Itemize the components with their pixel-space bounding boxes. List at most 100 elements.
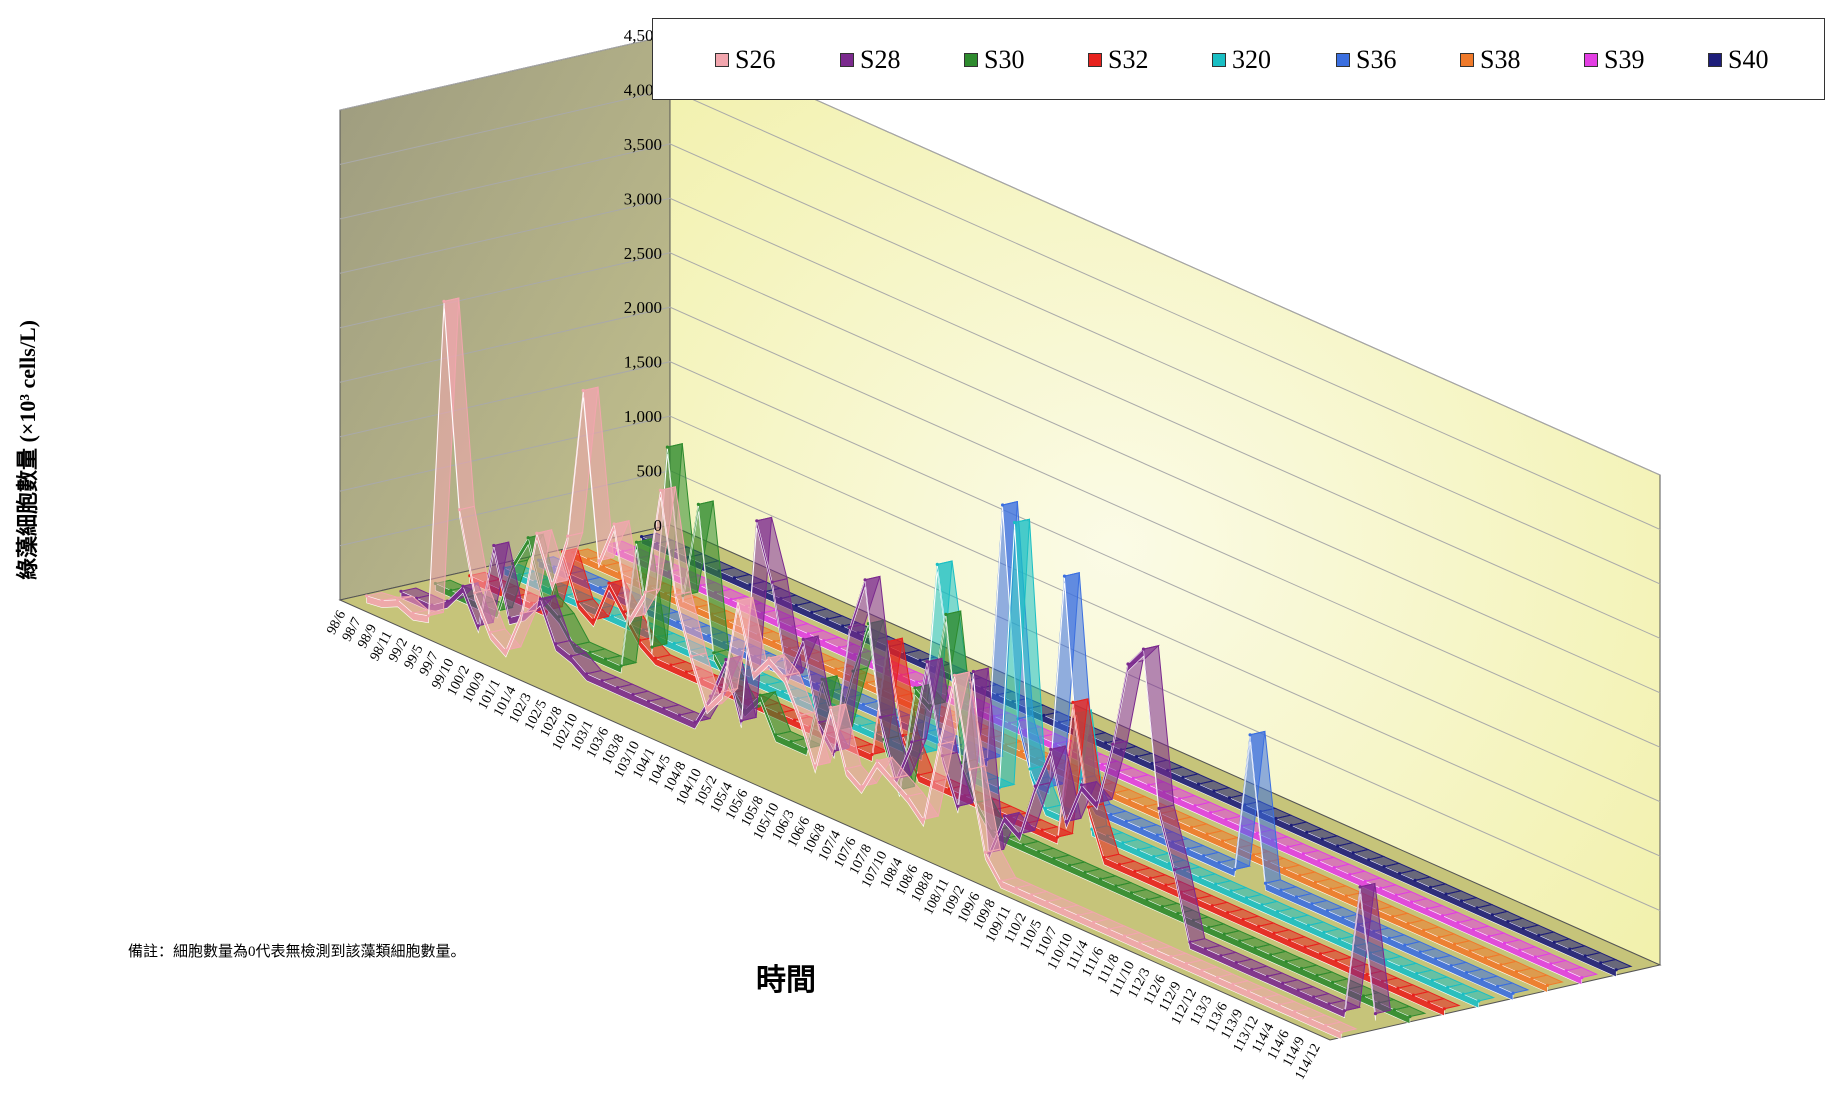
data-point	[705, 705, 709, 709]
data-point	[617, 571, 621, 575]
data-point	[1434, 957, 1438, 961]
data-point	[712, 651, 716, 655]
data-point	[399, 589, 403, 593]
data-point	[1190, 825, 1194, 829]
data-point	[1123, 934, 1127, 938]
data-point	[765, 683, 769, 687]
data-point	[1446, 985, 1450, 989]
data-point	[1456, 921, 1460, 925]
data-point	[1413, 878, 1417, 883]
data-point	[1140, 826, 1144, 830]
data-point	[1262, 996, 1266, 1000]
data-point	[457, 508, 462, 512]
data-point	[1107, 927, 1111, 931]
chart-legend: S26 S28 S30 S32 320 S36 S38 S39 S40	[652, 18, 1825, 100]
data-point	[1117, 862, 1122, 867]
legend-swatch-S40	[1708, 53, 1722, 67]
data-point	[1502, 941, 1507, 945]
data-point	[724, 657, 728, 662]
data-point	[1441, 914, 1445, 918]
data-point	[1327, 1002, 1331, 1006]
data-point	[781, 690, 785, 694]
data-point	[1324, 1023, 1328, 1027]
data-point	[1229, 889, 1233, 893]
data-point	[1437, 935, 1441, 939]
data-point	[1248, 733, 1252, 737]
data-point	[1277, 1003, 1281, 1007]
data-point	[1580, 976, 1584, 980]
data-point	[1219, 954, 1223, 958]
data-point	[1322, 930, 1326, 934]
data-point	[1318, 952, 1323, 956]
data-point	[1398, 871, 1402, 876]
legend-item-S26: S26	[715, 45, 775, 75]
data-point	[1028, 767, 1032, 771]
legend-label: 320	[1232, 45, 1271, 74]
data-point	[1365, 972, 1369, 977]
data-point	[677, 713, 682, 717]
data-point	[1109, 812, 1113, 817]
data-point	[909, 740, 914, 744]
data-point	[1545, 983, 1549, 988]
data-point	[1564, 969, 1568, 973]
data-point	[504, 648, 508, 652]
data-point	[1306, 923, 1311, 928]
data-point	[442, 299, 446, 303]
data-point	[901, 733, 905, 738]
data-point	[767, 656, 771, 660]
data-point	[665, 445, 670, 449]
legend-item-S40: S40	[1708, 45, 1768, 75]
legend-label: S38	[1480, 45, 1521, 74]
data-point	[1336, 844, 1340, 848]
data-point	[1303, 945, 1307, 949]
legend-item-S28: S28	[840, 45, 900, 75]
data-point	[1160, 905, 1164, 909]
data-point	[937, 743, 941, 747]
data-point	[1124, 819, 1128, 823]
data-point	[631, 692, 635, 697]
data-point	[1459, 899, 1464, 903]
data-point	[1379, 886, 1383, 890]
data-point	[1076, 913, 1080, 918]
data-point	[1367, 858, 1371, 862]
legend-swatch-S30	[964, 53, 978, 67]
data-point	[1496, 984, 1500, 988]
data-point	[1332, 866, 1336, 870]
data-point	[1238, 939, 1242, 943]
data-point	[1320, 837, 1324, 841]
data-point	[726, 619, 730, 623]
data-point	[1083, 870, 1087, 874]
data-point	[1411, 993, 1415, 997]
data-point	[1339, 1030, 1343, 1034]
data-point	[918, 658, 922, 663]
data-point	[365, 594, 369, 598]
data-point	[1212, 789, 1216, 793]
data-point	[1102, 856, 1106, 860]
legend-label: S32	[1108, 45, 1149, 74]
data-point	[600, 679, 604, 683]
data-point	[1392, 1008, 1397, 1012]
data-point	[860, 784, 864, 789]
data-point	[1422, 928, 1426, 933]
data-point	[1384, 958, 1388, 962]
data-point	[758, 693, 762, 697]
data-point	[1471, 927, 1476, 932]
data-point	[1246, 989, 1250, 993]
data-point	[1155, 833, 1159, 837]
data-point	[1014, 886, 1018, 890]
data-point	[1040, 828, 1044, 832]
data-point	[1399, 965, 1403, 969]
data-point	[1276, 910, 1280, 914]
data-point	[1396, 986, 1400, 990]
data-point	[1167, 861, 1171, 866]
data-point	[1373, 1012, 1378, 1016]
data-point	[695, 605, 699, 609]
data-point	[658, 488, 663, 492]
data-point	[1062, 574, 1067, 578]
data-point	[971, 669, 976, 674]
data-point	[1343, 1009, 1347, 1013]
data-point	[554, 642, 558, 646]
data-point	[1030, 893, 1034, 897]
data-point	[1203, 947, 1207, 951]
data-point	[669, 663, 673, 667]
